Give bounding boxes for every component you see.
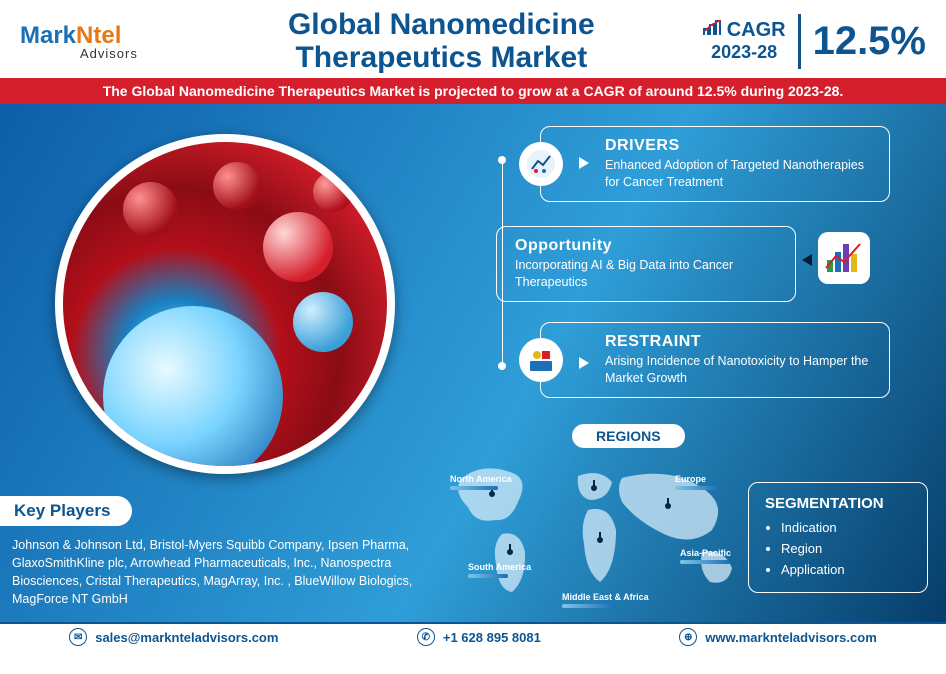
key-players-label: Key Players [0, 496, 132, 526]
header: MarkNtel Advisors Global Nanomedicine Th… [0, 0, 946, 78]
opportunity-icon [818, 232, 870, 284]
headline-banner: The Global Nanomedicine Therapeutics Mar… [0, 78, 946, 104]
title-line1: Global Nanomedicine [180, 8, 703, 41]
region-label: Middle East & Africa [562, 592, 649, 608]
restraint-icon [519, 338, 563, 382]
hero-image [55, 134, 395, 474]
brand-part2: Ntel [76, 22, 121, 49]
regions-label: REGIONS [572, 424, 685, 448]
opportunity-desc: Incorporating AI & Big Data into Cancer … [515, 257, 781, 291]
region-label: North America [450, 474, 512, 490]
footer-web-text: www.marknteladvisors.com [705, 630, 876, 645]
restraint-box: RESTRAINT Arising Incidence of Nanotoxic… [540, 322, 890, 398]
drivers-icon [519, 142, 563, 186]
footer: ✉ sales@marknteladvisors.com ✆ +1 628 89… [0, 622, 946, 650]
cagr-label-group: CAGR 2023-28 [703, 19, 786, 63]
brand-logo: MarkNtel Advisors [20, 22, 180, 61]
drivers-desc: Enhanced Adoption of Targeted Nanotherap… [605, 157, 875, 191]
segmentation-item: Indication [781, 518, 911, 539]
phone-icon: ✆ [417, 628, 435, 646]
cagr-value: 12.5% [813, 19, 926, 64]
segmentation-list: IndicationRegionApplication [781, 518, 911, 580]
segmentation-item: Region [781, 539, 911, 560]
segmentation-title: SEGMENTATION [765, 495, 911, 512]
connector-dot [498, 362, 506, 370]
cagr-period: 2023-28 [703, 42, 786, 63]
title-line2: Therapeutics Market [180, 41, 703, 74]
arrow-icon [579, 157, 589, 169]
globe-icon: ⊕ [679, 628, 697, 646]
drivers-box: DRIVERS Enhanced Adoption of Targeted Na… [540, 126, 890, 202]
region-label: Europe [675, 474, 719, 490]
segmentation-box: SEGMENTATION IndicationRegionApplication [748, 482, 928, 593]
arrow-icon [579, 357, 589, 369]
footer-web[interactable]: ⊕ www.marknteladvisors.com [679, 628, 876, 646]
growth-icon [703, 19, 723, 42]
segmentation-item: Application [781, 560, 911, 581]
footer-phone-text: +1 628 895 8081 [443, 630, 541, 645]
footer-email-text: sales@marknteladvisors.com [95, 630, 278, 645]
brand-part1: Mark [20, 22, 76, 49]
region-label: South America [468, 562, 531, 578]
cagr-divider [798, 14, 801, 69]
page-title: Global Nanomedicine Therapeutics Market [180, 8, 703, 74]
world-map: North America South America Europe Middle E… [440, 452, 750, 622]
drivers-title: DRIVERS [605, 137, 875, 155]
restraint-desc: Arising Incidence of Nanotoxicity to Ham… [605, 353, 875, 387]
cagr-label: CAGR [703, 19, 786, 42]
arrow-icon [802, 254, 812, 266]
connector-dot [498, 156, 506, 164]
main-panel: DRIVERS Enhanced Adoption of Targeted Na… [0, 104, 946, 650]
opportunity-box: Opportunity Incorporating AI & Big Data … [496, 226, 796, 302]
footer-email[interactable]: ✉ sales@marknteladvisors.com [69, 628, 278, 646]
cagr-block: CAGR 2023-28 12.5% [703, 14, 926, 69]
footer-phone[interactable]: ✆ +1 628 895 8081 [417, 628, 541, 646]
region-label: Asia-Pacific [680, 548, 731, 564]
email-icon: ✉ [69, 628, 87, 646]
opportunity-title: Opportunity [515, 237, 781, 255]
restraint-title: RESTRAINT [605, 333, 875, 351]
brand-subtitle: Advisors [80, 46, 180, 61]
key-players-text: Johnson & Johnson Ltd, Bristol-Myers Squ… [12, 536, 442, 609]
